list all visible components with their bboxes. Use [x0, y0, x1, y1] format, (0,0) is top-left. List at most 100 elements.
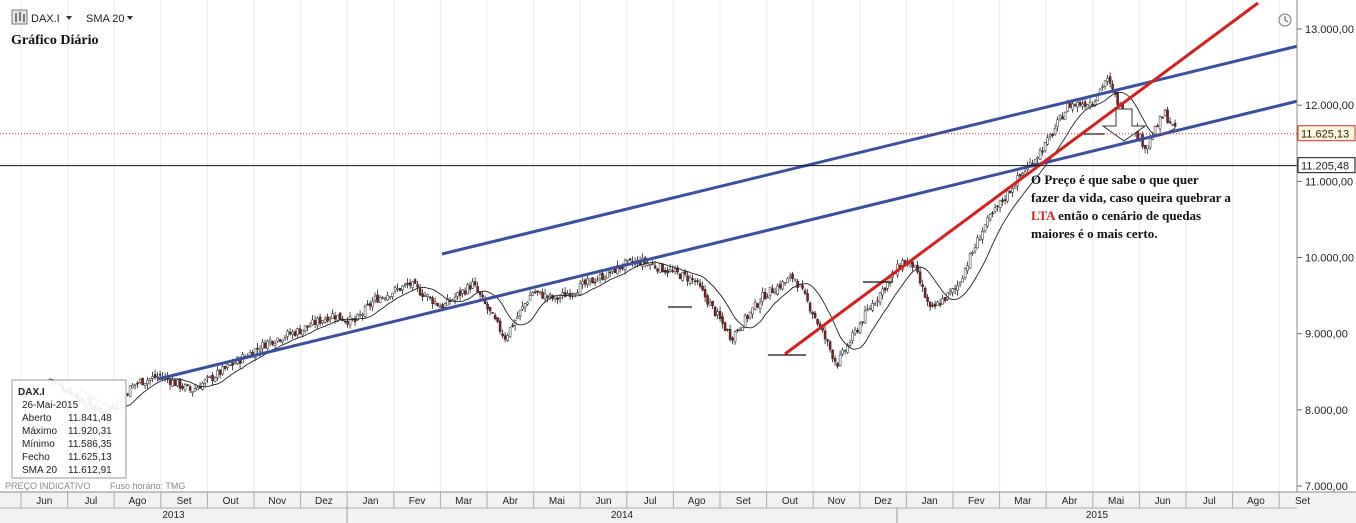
candle-body — [183, 384, 187, 391]
candle-body — [948, 290, 952, 294]
candle-body — [993, 207, 997, 212]
candle-body — [526, 301, 529, 305]
candle-body — [688, 276, 692, 284]
candle-body — [1033, 159, 1037, 164]
candle-body — [668, 269, 672, 272]
info-row-value: 11.586,35 — [68, 439, 112, 450]
candle-body — [493, 314, 497, 320]
candle-body — [568, 293, 572, 297]
candle-body — [333, 315, 337, 320]
candle-body — [696, 280, 699, 282]
candle-body — [403, 284, 407, 286]
indicator-selector[interactable]: SMA 20 — [86, 13, 133, 25]
candle-body — [831, 349, 834, 359]
candle-body — [693, 280, 697, 282]
candle-body — [1003, 199, 1007, 202]
candle-body — [596, 279, 599, 282]
candle-body — [768, 286, 772, 296]
x-tick-label: Abr — [1062, 496, 1078, 507]
candle-body — [926, 296, 929, 302]
x-tick-label: Set — [177, 496, 192, 507]
candle-body — [873, 303, 877, 306]
candle-body — [538, 291, 542, 293]
candle-body — [528, 295, 532, 301]
candle-body — [148, 378, 152, 381]
candle-body — [721, 316, 724, 324]
candle-body — [841, 349, 844, 355]
candle-body — [653, 265, 657, 269]
ohlc-info-box: DAX.I 26-Mai-2015 Aberto 11.841,48 Máximo 1… — [11, 379, 127, 479]
candle-body — [783, 281, 787, 284]
candle-body — [378, 297, 382, 303]
x-tick-label: Nov — [828, 496, 846, 507]
candle-body — [716, 311, 719, 316]
candle-body — [973, 247, 977, 252]
info-row-value: 11.625,13 — [68, 452, 112, 463]
candle-body — [488, 306, 492, 312]
candle-body — [866, 308, 869, 311]
x-tick-label: Mar — [1014, 496, 1032, 507]
candle-body — [828, 341, 832, 350]
candle-body — [313, 320, 317, 325]
candle-body — [1116, 91, 1119, 106]
candle-body — [323, 318, 327, 323]
channel-lower-line — [157, 98, 1303, 381]
candle-body — [491, 312, 494, 314]
x-tick-label: Set — [1295, 496, 1310, 507]
candle-body — [133, 383, 137, 386]
candle-body — [508, 327, 512, 338]
candle-body — [126, 393, 129, 396]
candle-body — [306, 325, 309, 328]
candle-body — [1073, 104, 1077, 106]
candle-body — [453, 296, 457, 301]
candle-body — [956, 285, 959, 291]
candle-body — [711, 300, 714, 306]
candle-body — [151, 376, 154, 379]
candle-body — [1021, 172, 1024, 176]
candle-body — [216, 370, 219, 378]
candle-body — [343, 320, 347, 323]
candle-body — [1063, 111, 1067, 120]
candle-body — [328, 317, 332, 320]
candle-body — [138, 379, 142, 383]
candle-body — [436, 303, 439, 307]
x-tick-label: Jul — [85, 496, 98, 507]
candle-body — [576, 292, 579, 295]
candle-body — [128, 385, 132, 397]
candle-body — [296, 328, 299, 335]
info-row-value: 11.841,48 — [68, 413, 112, 424]
candle-body — [498, 320, 502, 332]
candle-body — [1101, 86, 1104, 88]
candle-body — [331, 313, 334, 319]
candle-body — [286, 330, 289, 337]
candle-body — [1056, 119, 1059, 127]
candle-body — [446, 298, 449, 306]
candle-body — [1146, 145, 1149, 150]
candle-body — [1001, 199, 1004, 202]
candle-body — [803, 290, 807, 294]
candle-body — [208, 375, 212, 378]
candle-body — [546, 295, 549, 298]
candle-body — [626, 259, 629, 262]
candle-body — [1093, 101, 1097, 107]
candle-body — [583, 279, 587, 285]
candle-body — [523, 303, 527, 308]
y-tick-label: 13.000,00 — [1305, 24, 1354, 36]
candle-body — [846, 344, 849, 353]
candle-body — [661, 264, 664, 273]
candle-body — [666, 269, 669, 274]
symbol-selector[interactable]: DAX.I — [11, 9, 72, 25]
candle-body — [381, 296, 384, 299]
x-tick-label: Nov — [268, 496, 286, 507]
candle-body — [543, 293, 547, 299]
candle-body — [1088, 101, 1092, 107]
candle-body — [601, 272, 604, 280]
candle-body — [533, 291, 537, 294]
candle-body — [486, 303, 489, 310]
clock-icon[interactable] — [1278, 13, 1292, 27]
candle-body — [938, 303, 942, 306]
x-tick-label: Fev — [968, 496, 985, 507]
candle-body — [648, 264, 652, 266]
candle-body — [366, 303, 369, 306]
candle-body — [421, 293, 424, 297]
